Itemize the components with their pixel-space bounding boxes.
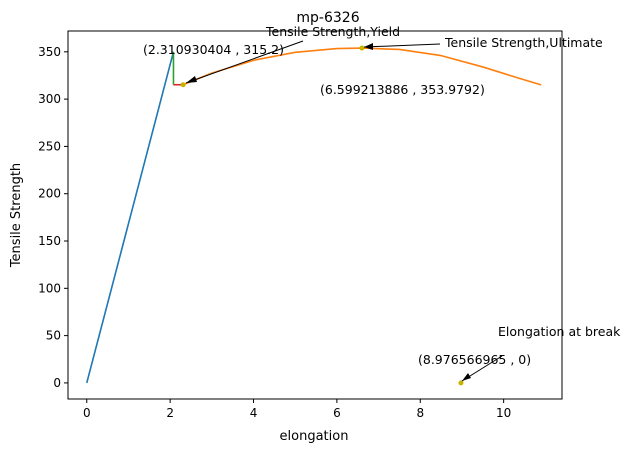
y-tick-label: 0 (53, 376, 61, 390)
y-tick-label: 100 (38, 281, 61, 295)
annotation-label-break: Elongation at break (498, 324, 621, 339)
y-tick-label: 350 (38, 45, 61, 59)
point-break (458, 380, 464, 386)
x-axis-label: elongation (280, 429, 349, 444)
annotation-label-ultimate: Tensile Strength,Ultimate (444, 35, 603, 50)
plot-frame (67, 30, 563, 400)
series-line-0 (85, 51, 175, 384)
x-tick-label: 2 (166, 406, 174, 420)
y-axis-label: Tensile Strength (9, 163, 24, 268)
annotation-arrow-yield (185, 40, 304, 84)
x-tick-label: 6 (333, 406, 341, 420)
y-tick-label: 50 (46, 329, 61, 343)
annotation-coords-break: (8.976566965 , 0) (418, 352, 531, 367)
x-tick-label: 10 (496, 406, 511, 420)
y-tick-label: 250 (38, 139, 61, 153)
x-tick-label: 0 (83, 406, 91, 420)
annotation-arrowhead-ultimate (364, 43, 373, 50)
annotation-arrowhead-break (462, 373, 471, 381)
x-tick-label: 4 (250, 406, 258, 420)
annotation-coords-ultimate: (6.599213886 , 353.9792) (320, 82, 485, 97)
annotation-arrowhead-yield (186, 76, 197, 83)
y-tick-label: 200 (38, 187, 61, 201)
y-tick-label: 150 (38, 234, 61, 248)
series-layer (85, 47, 542, 384)
point-yield (180, 82, 186, 88)
annotation-coords-yield: (2.310930404 , 315.2) (143, 42, 284, 57)
chart-title: mp-6326 (296, 10, 359, 26)
point-ultimate (359, 45, 365, 51)
x-tick-label: 8 (416, 406, 424, 420)
points-layer (180, 45, 464, 386)
annotations-layer: Tensile Strength,Yield (2.310930404 , 31… (143, 24, 621, 382)
y-tick-label: 300 (38, 92, 61, 106)
annotation-arrow-ultimate (363, 43, 441, 48)
